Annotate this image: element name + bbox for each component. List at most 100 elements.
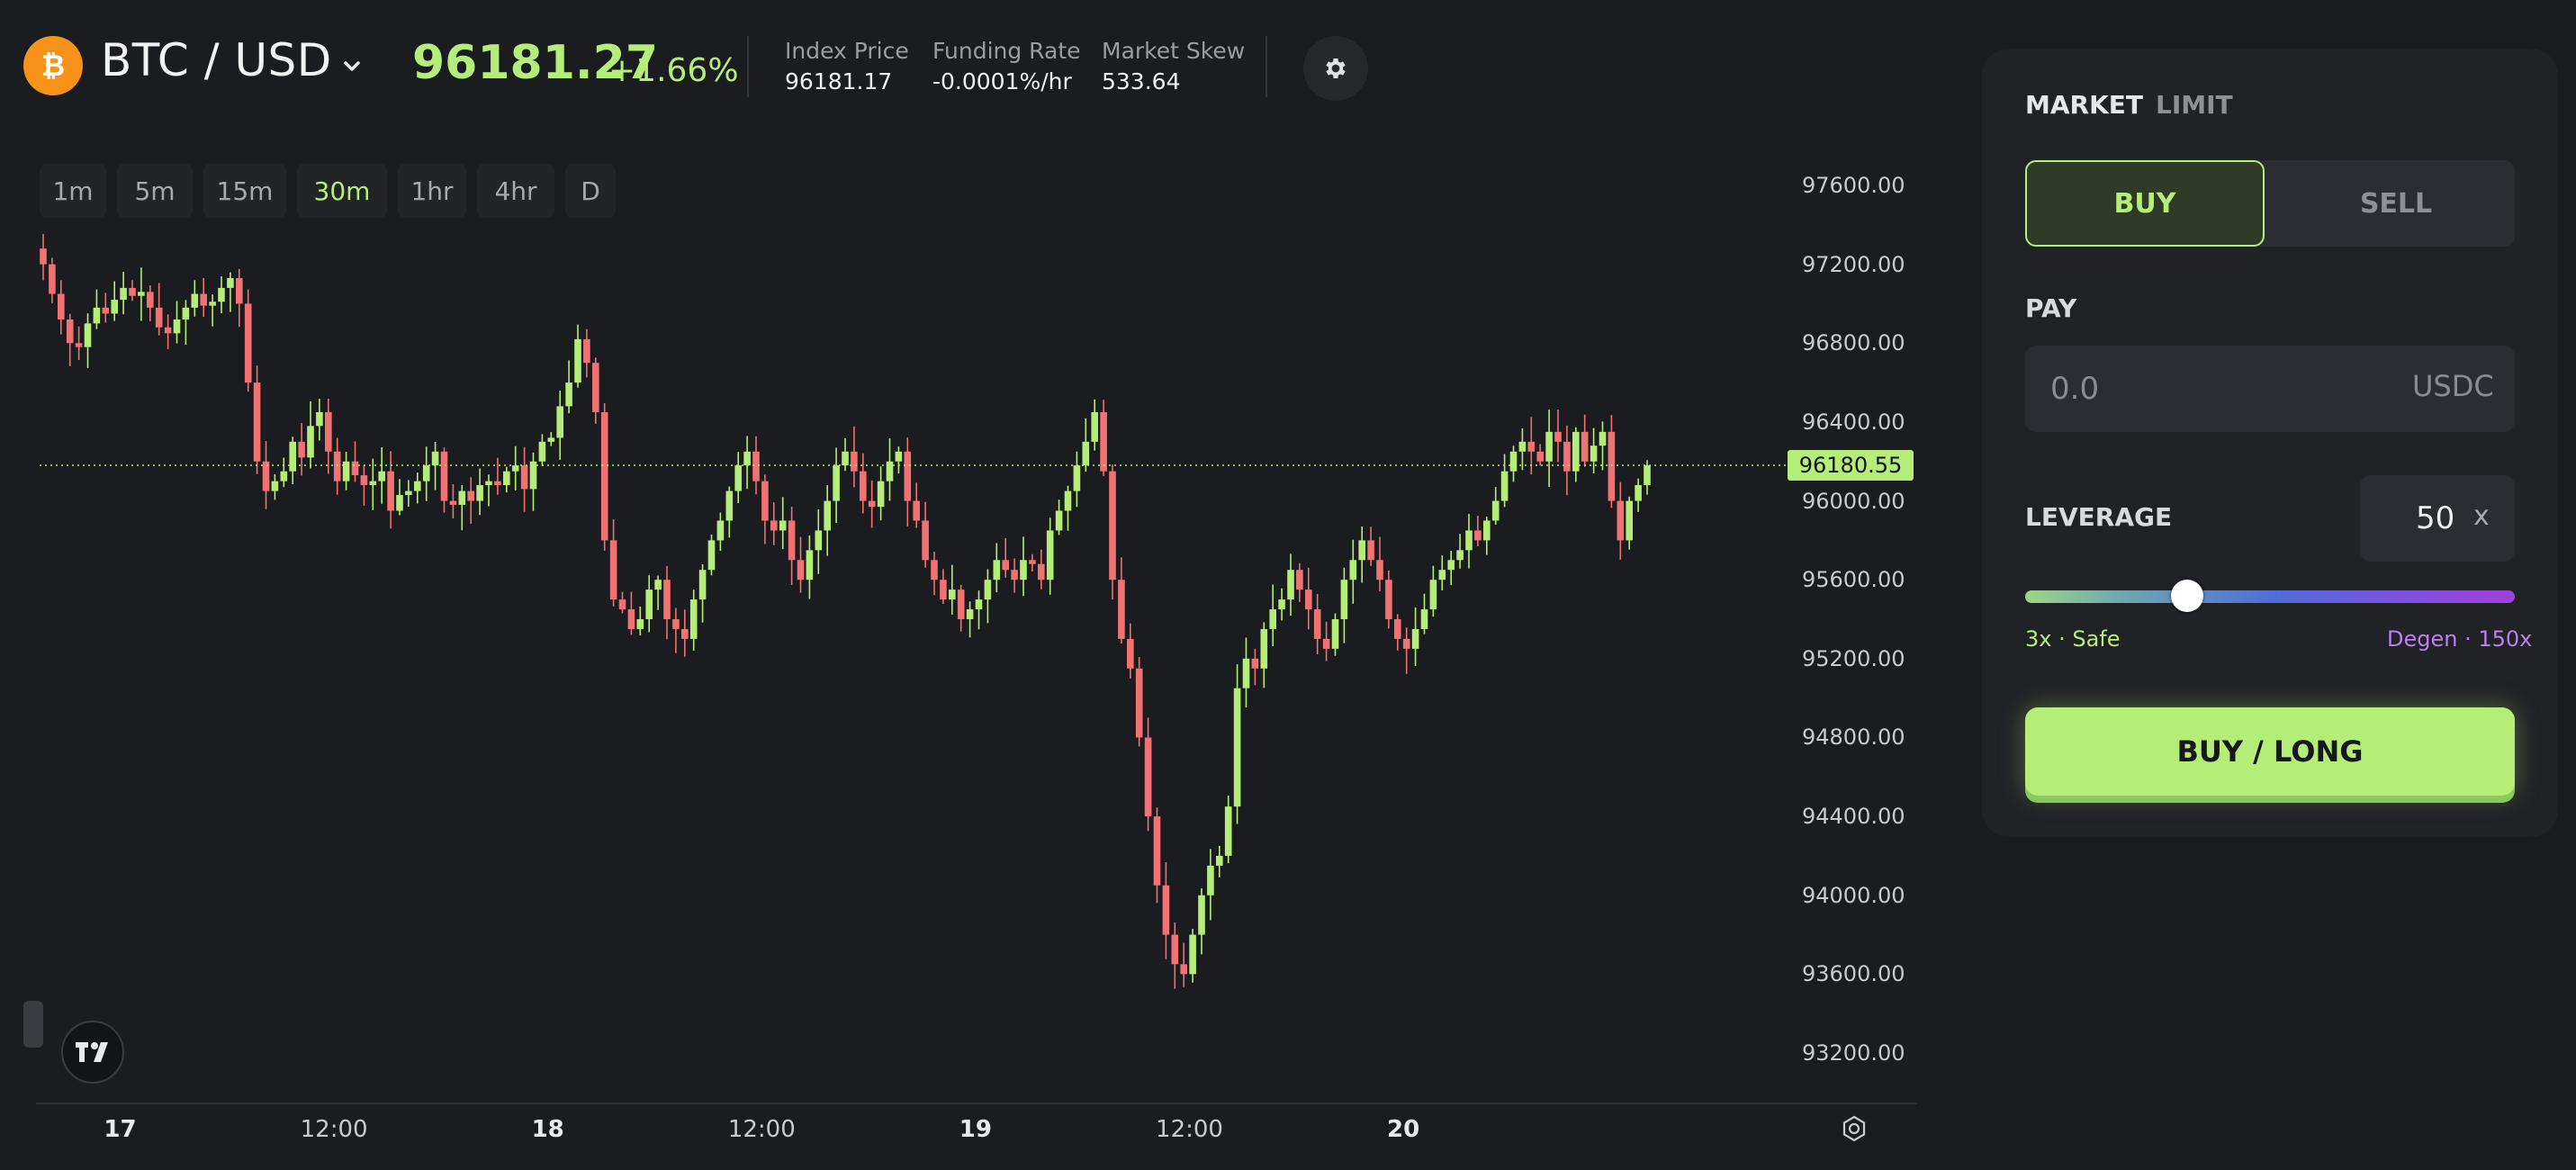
sell-button[interactable]: SELL xyxy=(2359,187,2433,220)
candle-body xyxy=(1180,964,1187,975)
candle-body xyxy=(1064,490,1072,511)
candle-body xyxy=(111,300,118,314)
leverage-slider-handle[interactable] xyxy=(2171,580,2203,612)
leverage-input[interactable] xyxy=(2360,475,2515,562)
candle-body xyxy=(672,619,680,629)
timeframe-1m[interactable]: 1m xyxy=(40,164,106,218)
leverage-max-label: Degen · 150x xyxy=(2387,626,2533,652)
candle-body xyxy=(1153,816,1161,886)
candle-body xyxy=(155,307,163,328)
candle-body xyxy=(583,338,590,364)
candle-body xyxy=(1581,431,1589,462)
candle-body xyxy=(40,248,47,265)
candle-body xyxy=(860,471,867,501)
timeframe-d[interactable]: D xyxy=(565,164,616,218)
candle-body xyxy=(271,481,279,491)
candle-body xyxy=(618,599,626,610)
pay-input-placeholder[interactable]: 0.0 xyxy=(2050,371,2100,407)
timeframe-1hr[interactable]: 1hr xyxy=(398,164,466,218)
candle-body xyxy=(129,287,136,296)
drawing-toolbar-toggle[interactable] xyxy=(23,1001,43,1048)
candle-body xyxy=(877,481,885,508)
bitcoin-logo-icon: ₿ xyxy=(23,36,83,95)
candle-body xyxy=(698,570,707,600)
candle-body xyxy=(1349,560,1357,580)
candle-body xyxy=(360,475,368,486)
candle-body xyxy=(851,451,858,472)
candle-body xyxy=(93,307,101,324)
tradingview-logo-icon[interactable] xyxy=(61,1021,124,1084)
market-skew-label: Market Skew xyxy=(1102,38,1246,64)
price-axis-tick: 93600.00 xyxy=(1802,961,1905,987)
candle-body xyxy=(1340,580,1348,619)
tab-limit[interactable]: LIMIT xyxy=(2156,90,2233,120)
candle-body xyxy=(984,580,992,600)
candle-body xyxy=(931,560,938,580)
gear-icon xyxy=(1326,58,1346,78)
candle-body xyxy=(66,319,74,344)
candle-body xyxy=(236,277,243,304)
settings-button[interactable] xyxy=(1303,36,1368,101)
svg-text:₿: ₿ xyxy=(41,49,65,83)
candle-body xyxy=(600,411,608,541)
candle-body xyxy=(1402,638,1410,649)
time-axis-line xyxy=(36,1102,1917,1104)
time-axis-tick: 12:00 xyxy=(300,1116,368,1143)
time-axis-tick: 12:00 xyxy=(1156,1116,1223,1143)
buy-button[interactable]: BUY xyxy=(2025,160,2265,247)
candle-body xyxy=(494,481,501,486)
candle-body xyxy=(833,465,840,501)
time-axis-tick: 20 xyxy=(1387,1116,1420,1143)
candle-body xyxy=(949,590,956,600)
price-axis-tick: 95200.00 xyxy=(1802,645,1905,671)
candle-body xyxy=(1474,530,1482,541)
candle-body xyxy=(645,590,653,619)
price-axis-tick: 95600.00 xyxy=(1802,567,1905,593)
candle-body xyxy=(1118,580,1125,639)
candle-body xyxy=(102,307,110,314)
timeframe-15m[interactable]: 15m xyxy=(203,164,286,218)
time-axis-tick: 19 xyxy=(959,1116,992,1143)
candle-body xyxy=(138,292,145,296)
candle-body xyxy=(824,500,831,531)
candle-body xyxy=(1599,431,1607,446)
candle-body xyxy=(1287,570,1294,600)
candle-body xyxy=(1644,465,1651,486)
leverage-value[interactable]: 50 xyxy=(2416,500,2455,536)
candle-body xyxy=(387,471,394,511)
candle-body xyxy=(1055,510,1063,531)
candle-body xyxy=(797,560,805,580)
candle-body xyxy=(788,520,796,561)
candle-body xyxy=(1572,431,1580,472)
candle-body xyxy=(1269,609,1276,629)
candle-body xyxy=(289,441,296,472)
candlestick-chart[interactable] xyxy=(0,0,1944,1170)
timeframe-5m[interactable]: 5m xyxy=(117,164,193,218)
market-pair-selector[interactable]: BTC / USD xyxy=(101,34,332,86)
candle-body xyxy=(689,599,698,639)
candle-body xyxy=(1224,806,1232,856)
tab-market[interactable]: MARKET xyxy=(2025,90,2144,120)
time-axis-tick: 17 xyxy=(104,1116,137,1143)
candle-body xyxy=(262,461,270,491)
last-price: 96181.27 xyxy=(412,36,659,90)
candle-body xyxy=(325,411,332,452)
timeframe-4hr[interactable]: 4hr xyxy=(477,164,554,218)
candle-body xyxy=(351,461,359,476)
chart-settings-icon[interactable] xyxy=(1840,1114,1869,1143)
candle-body xyxy=(511,465,519,472)
buy-long-button[interactable]: BUY / LONG xyxy=(2025,707,2515,796)
candle-body xyxy=(627,609,635,629)
funding-rate-label: Funding Rate xyxy=(932,38,1081,64)
candle-body xyxy=(1278,599,1285,610)
chevron-down-icon[interactable] xyxy=(340,54,364,77)
candle-body xyxy=(734,465,742,491)
candle-body xyxy=(1411,628,1419,649)
candle-body xyxy=(1536,451,1544,462)
candle-body xyxy=(75,343,83,347)
candle-body xyxy=(422,465,430,482)
pay-input[interactable] xyxy=(2025,346,2515,432)
timeframe-30m[interactable]: 30m xyxy=(297,164,387,218)
leverage-slider[interactable] xyxy=(2025,590,2515,603)
candle-body xyxy=(663,580,671,619)
